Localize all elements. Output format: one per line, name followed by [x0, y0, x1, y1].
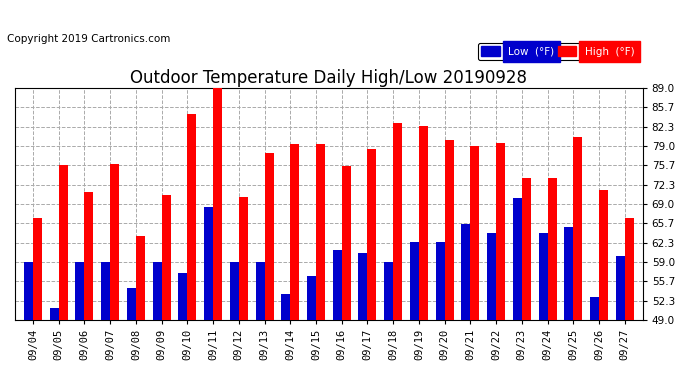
Bar — [342, 166, 351, 375]
Bar — [213, 88, 222, 375]
Bar — [152, 262, 161, 375]
Bar — [101, 262, 110, 375]
Bar — [84, 192, 93, 375]
Bar — [419, 126, 428, 375]
Bar — [333, 250, 342, 375]
Bar — [178, 273, 188, 375]
Bar — [59, 165, 68, 375]
Bar — [188, 114, 197, 375]
Bar — [384, 262, 393, 375]
Bar — [410, 242, 419, 375]
Bar — [462, 224, 471, 375]
Bar — [513, 198, 522, 375]
Bar — [24, 262, 33, 375]
Bar — [204, 207, 213, 375]
Title: Outdoor Temperature Daily High/Low 20190928: Outdoor Temperature Daily High/Low 20190… — [130, 69, 527, 87]
Bar — [590, 297, 599, 375]
Bar — [264, 153, 273, 375]
Bar — [230, 262, 239, 375]
Bar — [615, 256, 624, 375]
Bar — [136, 236, 145, 375]
Bar — [358, 253, 368, 375]
Bar — [127, 288, 136, 375]
Bar — [33, 219, 42, 375]
Bar — [161, 195, 170, 375]
Bar — [573, 138, 582, 375]
Legend: Low  (°F), High  (°F): Low (°F), High (°F) — [478, 43, 638, 60]
Text: Copyright 2019 Cartronics.com: Copyright 2019 Cartronics.com — [7, 34, 170, 44]
Bar — [496, 143, 505, 375]
Bar — [599, 189, 608, 375]
Bar — [435, 242, 444, 375]
Bar — [50, 308, 59, 375]
Bar — [290, 144, 299, 375]
Bar — [471, 146, 480, 375]
Bar — [110, 164, 119, 375]
Bar — [522, 178, 531, 375]
Bar — [487, 233, 496, 375]
Bar — [316, 144, 325, 375]
Bar — [393, 123, 402, 375]
Bar — [548, 178, 557, 375]
Bar — [239, 197, 248, 375]
Bar — [564, 227, 573, 375]
Bar — [624, 219, 633, 375]
Bar — [307, 276, 316, 375]
Bar — [444, 140, 453, 375]
Bar — [538, 233, 548, 375]
Bar — [75, 262, 84, 375]
Bar — [255, 262, 264, 375]
Bar — [282, 294, 290, 375]
Bar — [368, 149, 377, 375]
